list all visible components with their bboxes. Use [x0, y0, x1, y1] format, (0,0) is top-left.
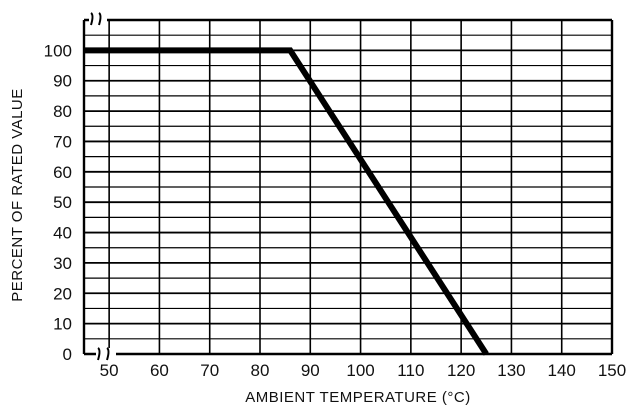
axis-break-mark-top-1	[90, 12, 94, 26]
y-tick-label: 10	[53, 315, 72, 334]
axis-break-marks	[89, 12, 116, 361]
y-tick-label: 70	[53, 132, 72, 151]
axis-break-mark-bottom-1	[97, 347, 101, 361]
x-tick-label: 60	[150, 361, 169, 380]
y-axis-label: PERCENT OF RATED VALUE	[9, 88, 26, 302]
x-axis-label: AMBIENT TEMPERATURE (°C)	[245, 389, 471, 406]
grid-lines	[84, 20, 612, 354]
y-tick-label: 0	[63, 345, 72, 364]
x-tick-label: 120	[447, 361, 475, 380]
y-tick-labels: 0 10 20 30 40 50 60 70 80 90 100	[44, 41, 72, 364]
x-tick-label: 70	[200, 361, 219, 380]
x-tick-label: 140	[548, 361, 576, 380]
y-tick-label: 40	[53, 224, 72, 243]
axis-break-mark-bottom-2	[106, 347, 110, 361]
plot-frame	[82, 18, 614, 356]
x-tick-label: 100	[346, 361, 374, 380]
series-lines	[84, 47, 489, 356]
series-line-0	[84, 47, 489, 356]
x-tick-label: 80	[251, 361, 270, 380]
x-tick-label: 130	[497, 361, 525, 380]
axis-break-gap-bottom	[96, 348, 116, 360]
x-tick-label: 110	[397, 361, 424, 380]
x-tick-label: 150	[598, 361, 626, 380]
y-tick-label: 50	[53, 193, 72, 212]
y-tick-label: 100	[44, 41, 72, 60]
y-tick-label: 30	[53, 254, 72, 273]
y-tick-label: 20	[53, 284, 72, 303]
y-tick-label: 90	[53, 72, 72, 91]
y-tick-label: 60	[53, 163, 72, 182]
y-tick-label: 80	[53, 102, 72, 121]
x-tick-labels: 50 60 70 80 90 100 110 120 130 140 150	[100, 361, 627, 380]
x-tick-label: 90	[301, 361, 320, 380]
x-tick-label: 50	[100, 361, 119, 380]
axis-break-mark-top-2	[98, 12, 102, 26]
axis-break-gap-top	[89, 14, 107, 26]
